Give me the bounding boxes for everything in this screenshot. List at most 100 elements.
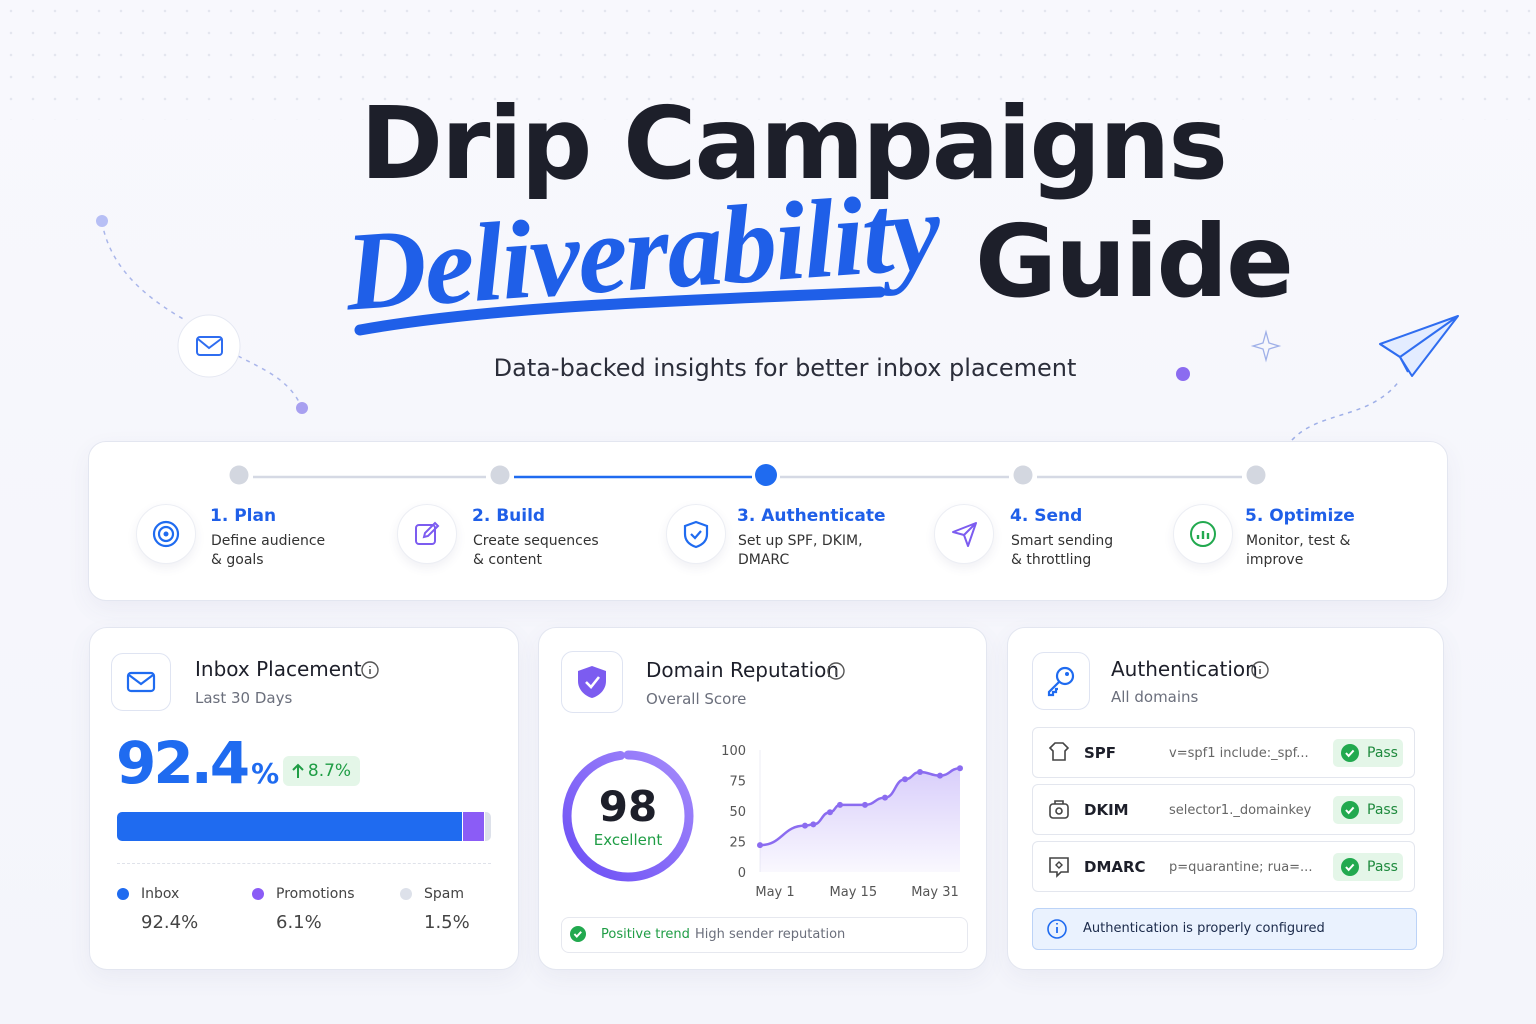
step-desc: improve (1246, 552, 1304, 568)
record-name: SPF (1084, 744, 1117, 762)
progress-dot (1013, 465, 1033, 485)
y-tick-label: 100 (721, 744, 746, 759)
step-icon (934, 504, 994, 564)
point (837, 801, 843, 808)
inbox-rate: 92.4% (116, 734, 279, 792)
point (957, 765, 963, 772)
legend-value: 1.5% (424, 912, 470, 933)
change-value: 8.7% (307, 761, 352, 781)
legend-name: Inbox (141, 886, 180, 902)
check-icon (1345, 863, 1355, 872)
legend-dot (252, 888, 264, 900)
step-desc: Set up SPF, DKIM, (738, 533, 863, 549)
area (760, 768, 960, 872)
bar-segment (485, 812, 491, 841)
legend-dot (117, 888, 129, 900)
y-tick-label: 0 (738, 866, 746, 881)
inbox-icon (111, 653, 171, 711)
progress-dot (229, 465, 249, 485)
shield-icon (561, 651, 623, 713)
point (862, 801, 868, 808)
record-icon (1046, 854, 1072, 884)
trend-note: High sender reputation (695, 927, 846, 942)
step-icon (666, 504, 726, 564)
step-icon (397, 504, 457, 564)
step-label: 3. Authenticate (737, 506, 886, 526)
progress-dot (490, 465, 510, 485)
record-icon (1046, 797, 1072, 827)
step-desc: Monitor, test & (1246, 533, 1351, 549)
dot-pattern (0, 0, 1536, 120)
card-title: Domain Reputation (646, 658, 840, 682)
note-box (1032, 908, 1417, 950)
progress-dot (755, 464, 777, 486)
record-name: DKIM (1084, 801, 1129, 819)
rate-value: 92.4 (116, 729, 250, 797)
bar-segment (117, 812, 463, 841)
point (917, 768, 923, 775)
check-icon (573, 931, 582, 939)
step-desc: & goals (211, 552, 264, 568)
x-tick-label: May 31 (911, 885, 959, 900)
record-status: Pass (1367, 859, 1398, 875)
record-status: Pass (1367, 745, 1398, 761)
record-icon (1046, 740, 1072, 770)
title: Drip Campaigns (360, 85, 1228, 202)
record-value: v=spf1 include:_spf... (1169, 746, 1309, 761)
divider (117, 863, 491, 864)
info-icon (1251, 661, 1269, 679)
info-icon (827, 662, 845, 680)
point (802, 822, 808, 829)
point (810, 821, 817, 828)
y-tick-label: 50 (729, 805, 746, 820)
x-tick-label: May 1 (755, 885, 794, 900)
card-title: Inbox Placement (195, 657, 362, 681)
point (902, 776, 908, 783)
stacked-bar (117, 812, 491, 841)
step-label: 4. Send (1010, 506, 1083, 526)
auth-note: Authentication is properly configured (1083, 921, 1325, 936)
record-name: DMARC (1084, 858, 1146, 876)
legend-value: 6.1% (276, 912, 322, 933)
step-desc: DMARC (738, 552, 790, 568)
legend-dot (400, 888, 412, 900)
legend-name: Spam (424, 886, 464, 902)
step-icon (1173, 504, 1233, 564)
x-tick-label: May 15 (830, 885, 878, 900)
point (827, 809, 833, 816)
info-icon (361, 661, 379, 679)
card-subtitle: All domains (1111, 688, 1199, 706)
record-value: p=quarantine; rua=... (1169, 860, 1313, 875)
check-icon (1345, 749, 1355, 758)
step-label: 2. Build (472, 506, 546, 526)
card-subtitle: Last 30 Days (195, 689, 293, 707)
progress-dot (1246, 465, 1266, 485)
title-end: Guide (975, 203, 1294, 320)
info-icon (1047, 919, 1067, 939)
bar-segment (462, 812, 486, 841)
step-label: 1. Plan (210, 506, 277, 526)
score: 98 (598, 782, 658, 831)
trend: Positive trend (601, 927, 690, 942)
y-tick-label: 75 (729, 775, 746, 790)
step-icon (136, 504, 196, 564)
change-badge: 8.7% (283, 756, 360, 786)
point (882, 794, 888, 801)
point (757, 842, 763, 849)
legend-value: 92.4% (141, 912, 199, 933)
step-desc: Create sequences (473, 533, 599, 549)
legend-name: Promotions (276, 886, 355, 902)
score-ring (562, 750, 694, 882)
card-title: Authentication (1111, 657, 1258, 681)
step-desc: Define audience (211, 533, 326, 549)
record-status: Pass (1367, 802, 1398, 818)
subtitle: Data-backed insights for better inbox pl… (493, 354, 1077, 382)
point (937, 772, 943, 779)
rate-unit: % (251, 757, 280, 790)
card-subtitle: Overall Score (646, 690, 747, 708)
step-desc: Smart sending (1011, 533, 1114, 549)
trend-box (561, 917, 968, 953)
step-desc: & content (473, 552, 542, 568)
